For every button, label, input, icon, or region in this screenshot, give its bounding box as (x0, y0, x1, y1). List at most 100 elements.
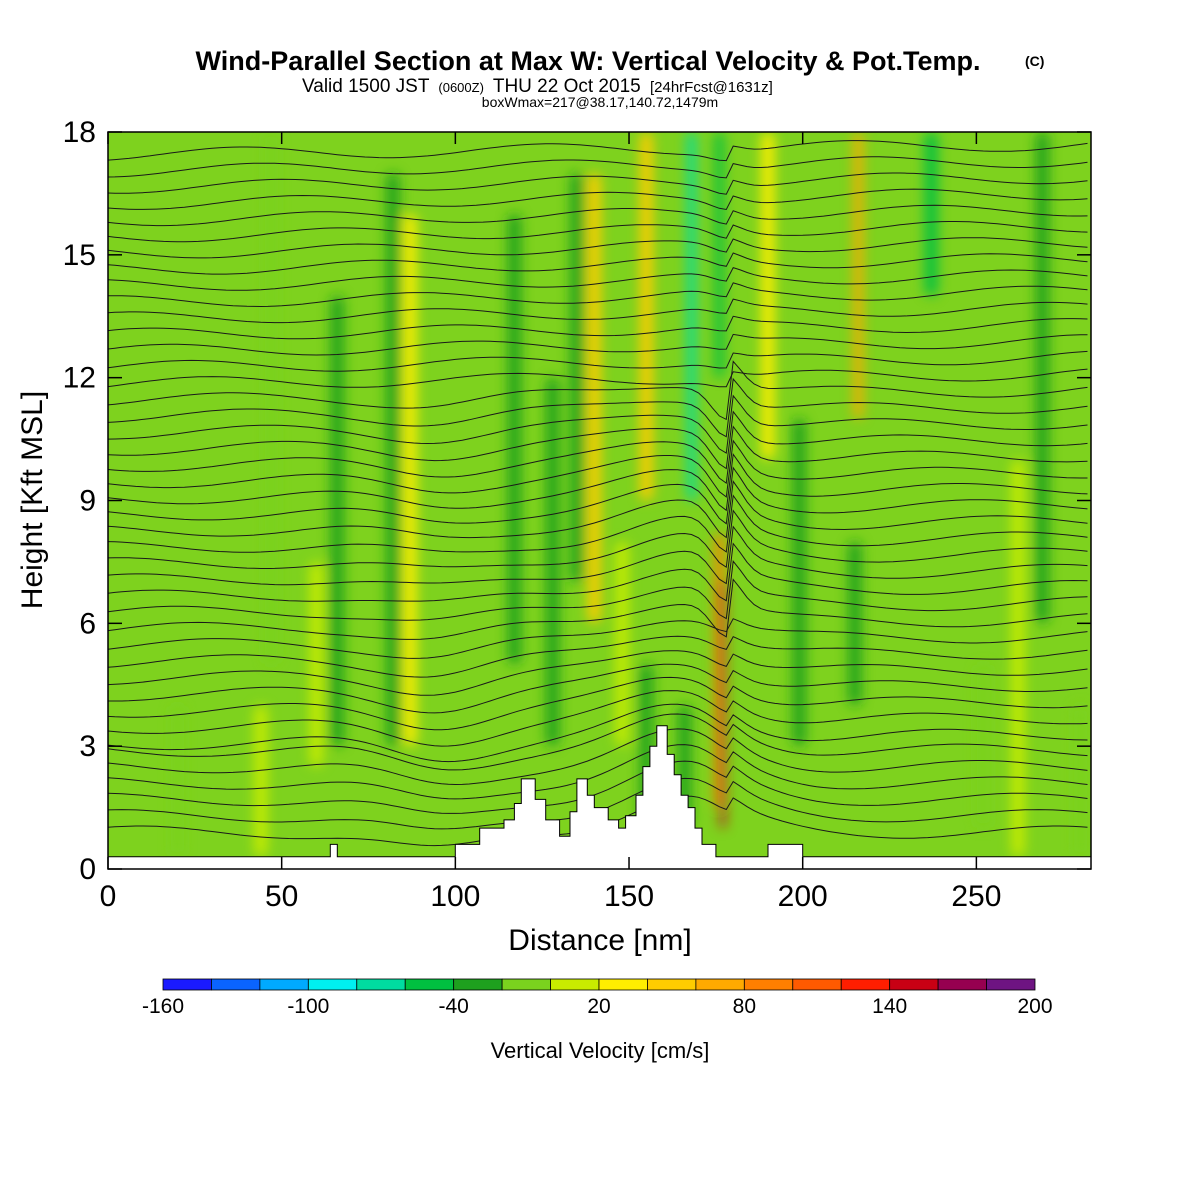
theta-contour (108, 188, 1088, 211)
theta-contour (108, 350, 1088, 372)
colorbar-swatch (356, 978, 406, 991)
y-tick-label: 18 (63, 116, 96, 149)
x-tick-label: 250 (951, 880, 1001, 913)
theta-contour (108, 663, 1088, 714)
y-tick-label: 12 (63, 362, 96, 395)
y-axis: 0 3 6 9 12 15 18 (63, 116, 1091, 886)
w-streak (546, 377, 560, 747)
theta-contour (108, 728, 1088, 786)
theta-contour (108, 252, 1088, 275)
w-streak (924, 132, 938, 296)
subtitle-utc-time: (0600Z) (438, 80, 484, 95)
chart-title: Wind-Parallel Section at Max W: Vertical… (196, 46, 981, 76)
theta-contour (108, 377, 1088, 438)
w-streak (507, 213, 521, 665)
colorbar-swatch (792, 978, 842, 991)
colorbar (162, 978, 1036, 991)
colorbar-tick-label: -40 (438, 995, 468, 1018)
theta-contour (108, 266, 1088, 291)
w-streak (761, 132, 775, 460)
colorbar-swatch (259, 978, 309, 991)
colorbar-swatch (211, 978, 261, 991)
theta-contour (108, 480, 1088, 539)
theta-contour (108, 315, 1088, 340)
w-streak (687, 132, 697, 501)
w-streak (386, 172, 400, 747)
chart-subtitle-valid: Valid 1500 JST (0600Z) THU 22 Oct 2015 [… (302, 76, 773, 97)
theta-contour (108, 282, 1088, 308)
w-streak (1074, 705, 1088, 857)
theta-contour (108, 172, 1088, 195)
theta-contour (108, 713, 1088, 771)
x-tick-label: 50 (265, 880, 298, 913)
chart-subtitle-box: boxWmax=217@38.17,140.72,1479m (482, 94, 718, 110)
w-streak (714, 132, 724, 378)
theta-contour (108, 703, 1088, 763)
w-streak (309, 561, 323, 767)
w-streak (330, 295, 344, 747)
colorbar-swatch (840, 978, 891, 991)
colorbar-tick-label: 20 (587, 995, 610, 1018)
theta-contour (108, 237, 1088, 259)
x-axis-label: Distance [nm] (508, 924, 691, 957)
w-streak (853, 132, 863, 419)
subtitle-valid-time: Valid 1500 JST (302, 76, 430, 97)
colorbar-tick-label: 200 (1017, 995, 1052, 1018)
colorbar-tick-label: -160 (142, 995, 184, 1018)
colorbar-swatch (598, 978, 648, 991)
w-streak (403, 213, 417, 747)
theta-contour (108, 425, 1088, 484)
theta-contour (108, 452, 1088, 512)
y-tick-label: 3 (79, 730, 96, 763)
theta-contour (108, 650, 1088, 696)
x-tick-label: 150 (604, 880, 654, 913)
theta-contour (108, 466, 1088, 525)
theta-contour (108, 744, 1088, 800)
colorbar-tick-label: -100 (287, 995, 329, 1018)
y-tick-label: 9 (79, 485, 96, 518)
y-tick-label: 0 (79, 853, 96, 886)
colorbar-swatch (404, 978, 455, 991)
w-streak (720, 582, 726, 829)
theta-contour (108, 368, 1088, 388)
theta-contour (108, 333, 1088, 356)
y-axis-label: Height [Kft MSL] (16, 391, 49, 609)
title-copyright-mark: (C) (1025, 53, 1044, 69)
colorbar-swatch (501, 978, 551, 991)
x-tick-label: 100 (430, 880, 480, 913)
x-tick-label: 0 (100, 880, 117, 913)
theta-contour (108, 410, 1088, 470)
theta-contour (108, 439, 1088, 498)
theta-contour (108, 560, 1088, 621)
theta-contour (108, 525, 1088, 586)
colorbar-swatch (550, 978, 600, 991)
theta-contour (108, 298, 1088, 324)
colorbar-ticks: -160 -100 -40 20 80 140 200 (142, 995, 1053, 1018)
theta-contour (108, 509, 1088, 569)
w-streak (848, 541, 862, 706)
x-tick-label: 200 (778, 880, 828, 913)
w-streak (976, 664, 990, 829)
colorbar-swatch (307, 978, 358, 991)
colorbar-swatch (889, 978, 939, 991)
w-streak (639, 132, 653, 501)
colorbar-swatch (937, 978, 987, 991)
w-streak (587, 172, 601, 624)
theta-contour (108, 635, 1088, 678)
colorbar-swatch (162, 978, 212, 991)
y-tick-label: 15 (63, 239, 96, 272)
w-streak (1035, 132, 1049, 624)
theta-contour (108, 760, 1088, 814)
theta-contour (108, 494, 1088, 553)
colorbar-swatch (743, 978, 794, 991)
colorbar-swatch (986, 978, 1036, 991)
y-tick-label: 6 (79, 607, 96, 640)
potential-temperature-contours (108, 140, 1088, 847)
theta-contour (108, 676, 1088, 731)
colorbar-swatch (453, 978, 503, 991)
subtitle-date: THU 22 Oct 2015 (493, 76, 641, 97)
w-streak (254, 705, 268, 857)
plot-area (108, 132, 1091, 869)
colorbar-tick-label: 140 (872, 995, 907, 1018)
